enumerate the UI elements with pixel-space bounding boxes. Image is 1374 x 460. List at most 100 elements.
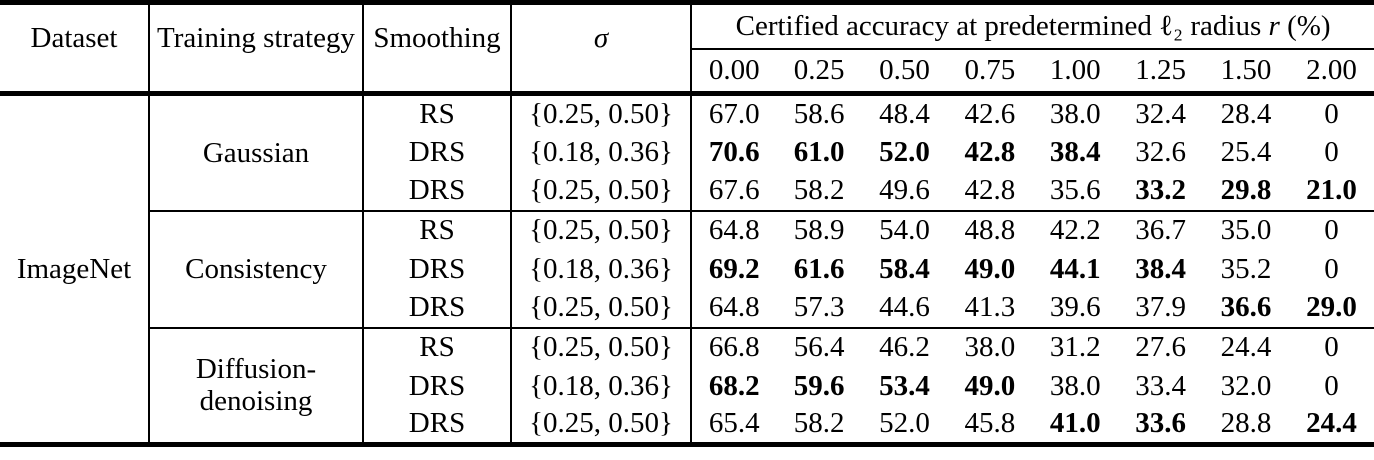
- smoothing-cell: RS: [362, 209, 511, 250]
- accuracy-cell: 45.8: [964, 407, 1016, 440]
- accuracy-cell: 32.4: [1135, 97, 1187, 130]
- accuracy-cell: 67.6: [689, 171, 777, 211]
- accuracy-cell: 70.6: [689, 132, 777, 172]
- accuracy-cell: 48.8: [947, 209, 1033, 250]
- accuracy-cell: 52.0: [879, 135, 930, 168]
- table-row: DRS {0.25, 0.50} 64.8 57.3 44.6 41.3 39.…: [0, 288, 1374, 328]
- accuracy-cell: 49.6: [879, 174, 930, 206]
- accuracy-cell: 33.6: [1135, 407, 1187, 440]
- accuracy-cell: 38.0: [1049, 369, 1101, 402]
- accuracy-cell: 46.2: [861, 326, 948, 367]
- sigma-cell: {0.18, 0.36}: [510, 366, 691, 406]
- accuracy-cell: 42.2: [1032, 209, 1118, 250]
- accuracy-cell: 67.0: [689, 93, 777, 133]
- radius-col-header: 0.75: [947, 48, 1033, 96]
- smoothing-cell: RS: [362, 93, 511, 133]
- sigma-cell: {0.18, 0.36}: [510, 132, 691, 172]
- accuracy-cell: 0: [1288, 326, 1374, 367]
- accuracy-cell: 28.4: [1220, 97, 1272, 130]
- accuracy-cell: 56.4: [776, 326, 862, 367]
- r-variable-symbol: r: [1268, 9, 1280, 42]
- accuracy-cell: 37.9: [1135, 291, 1187, 323]
- accuracy-cell: 24.4: [1306, 407, 1357, 440]
- accuracy-cell: 66.8: [689, 326, 777, 367]
- accuracy-cell: 35.0: [1203, 209, 1289, 250]
- accuracy-cell: 31.2: [1032, 326, 1118, 367]
- accuracy-cell: 38.0: [1049, 97, 1101, 130]
- smoothing-cell: DRS: [362, 249, 511, 289]
- sigma-cell: {0.18, 0.36}: [510, 249, 691, 289]
- smoothing-cell: RS: [362, 326, 511, 367]
- accuracy-cell: 58.2: [793, 407, 845, 440]
- accuracy-cell: 44.6: [879, 291, 930, 323]
- strategy-cell: Gaussian: [148, 93, 363, 211]
- strategy-cell: Diffusion- denoising: [148, 326, 363, 445]
- accuracy-cell: 58.6: [793, 97, 845, 130]
- accuracy-cell: 39.6: [1049, 291, 1101, 323]
- accuracy-cell: 42.6: [964, 97, 1016, 130]
- accuracy-cell: 61.0: [793, 135, 845, 168]
- radius-col-header: 1.00: [1032, 48, 1118, 96]
- accuracy-cell: 38.0: [947, 326, 1033, 367]
- accuracy-cell: 27.6: [1117, 326, 1204, 367]
- header-certified-accuracy: Certified accuracy at predetermined ℓ₂ r…: [689, 2, 1374, 50]
- table-row: DRS {0.18, 0.36} 69.2 61.6 58.4 49.0 44.…: [0, 249, 1374, 289]
- accuracy-cell: 32.0: [1220, 369, 1272, 402]
- sigma-cell: {0.25, 0.50}: [510, 209, 691, 250]
- accuracy-cell: 0: [1288, 209, 1374, 250]
- radius-col-header: 1.50: [1203, 48, 1289, 96]
- accuracy-cell: 48.4: [879, 97, 930, 130]
- accuracy-cell: 0: [1324, 369, 1339, 402]
- accuracy-cell: 0: [1324, 97, 1339, 130]
- accuracy-cell: 35.2: [1220, 252, 1272, 285]
- table-row: Diffusion- denoising RS {0.25, 0.50} 66.…: [0, 326, 1374, 445]
- header-smoothing: Smoothing: [362, 2, 511, 96]
- accuracy-cell: 38.4: [1049, 135, 1101, 168]
- accuracy-cell: 44.1: [1049, 252, 1101, 285]
- sigma-cell: {0.25, 0.50}: [510, 405, 691, 445]
- table-row: Consistency RS {0.25, 0.50} 64.8 58.9 54…: [0, 209, 1374, 328]
- radius-col-header: 0.50: [861, 48, 948, 96]
- accuracy-cell: 0: [1324, 135, 1339, 168]
- table-row: DRS {0.25, 0.50} 65.4 58.2 52.0 45.8 41.…: [0, 405, 1374, 445]
- table-row: DRS {0.25, 0.50} 67.6 58.2 49.6 42.8 35.…: [0, 171, 1374, 211]
- accuracy-cell: 28.8: [1220, 407, 1272, 440]
- accuracy-cell: 29.8: [1220, 174, 1272, 206]
- sigma-cell: {0.25, 0.50}: [510, 326, 691, 367]
- smoothing-cell: DRS: [362, 288, 511, 328]
- table-row: ImageNet Gaussian RS {0.25, 0.50} 67.0 5…: [0, 93, 1374, 285]
- accuracy-cell: 36.7: [1117, 209, 1204, 250]
- accuracy-cell: 49.0: [964, 252, 1016, 285]
- table-row: DRS {0.18, 0.36} 70.6 61.0 52.0 42.8 38.…: [0, 132, 1374, 172]
- header-training-strategy: Training strategy: [148, 2, 363, 96]
- accuracy-cell: 54.0: [861, 209, 948, 250]
- l2-norm-symbol: ℓ₂: [1159, 9, 1184, 42]
- accuracy-cell: 25.4: [1220, 135, 1272, 168]
- sigma-cell: {0.25, 0.50}: [510, 288, 691, 328]
- radius-col-header: 2.00: [1288, 48, 1374, 96]
- dataset-cell: ImageNet: [16, 252, 132, 285]
- radius-col-header: 0.25: [776, 48, 862, 96]
- accuracy-cell: 38.4: [1135, 252, 1187, 285]
- percent-label: (%): [1287, 9, 1331, 42]
- smoothing-cell: DRS: [362, 132, 511, 172]
- accuracy-cell: 42.8: [964, 174, 1016, 206]
- accuracy-cell: 64.8: [689, 209, 777, 250]
- accuracy-cell: 52.0: [879, 407, 930, 440]
- sigma-cell: {0.25, 0.50}: [510, 93, 691, 133]
- accuracy-cell: 58.2: [793, 174, 845, 206]
- sigma-cell: {0.25, 0.50}: [510, 171, 691, 211]
- strategy-cell: Consistency: [148, 209, 363, 328]
- header-sigma: σ: [510, 2, 691, 96]
- smoothing-cell: DRS: [362, 405, 511, 445]
- accuracy-cell: 65.4: [689, 405, 777, 445]
- accuracy-cell: 68.2: [689, 366, 777, 406]
- accuracy-cell: 64.8: [689, 288, 777, 328]
- radius-col-header: 0.00: [689, 48, 777, 96]
- smoothing-cell: DRS: [362, 171, 511, 211]
- accuracy-cell: 61.6: [793, 252, 845, 285]
- accuracy-cell: 35.6: [1049, 174, 1101, 206]
- certified-accuracy-label: Certified accuracy at predetermined: [735, 9, 1152, 42]
- accuracy-cell: 33.4: [1135, 369, 1187, 402]
